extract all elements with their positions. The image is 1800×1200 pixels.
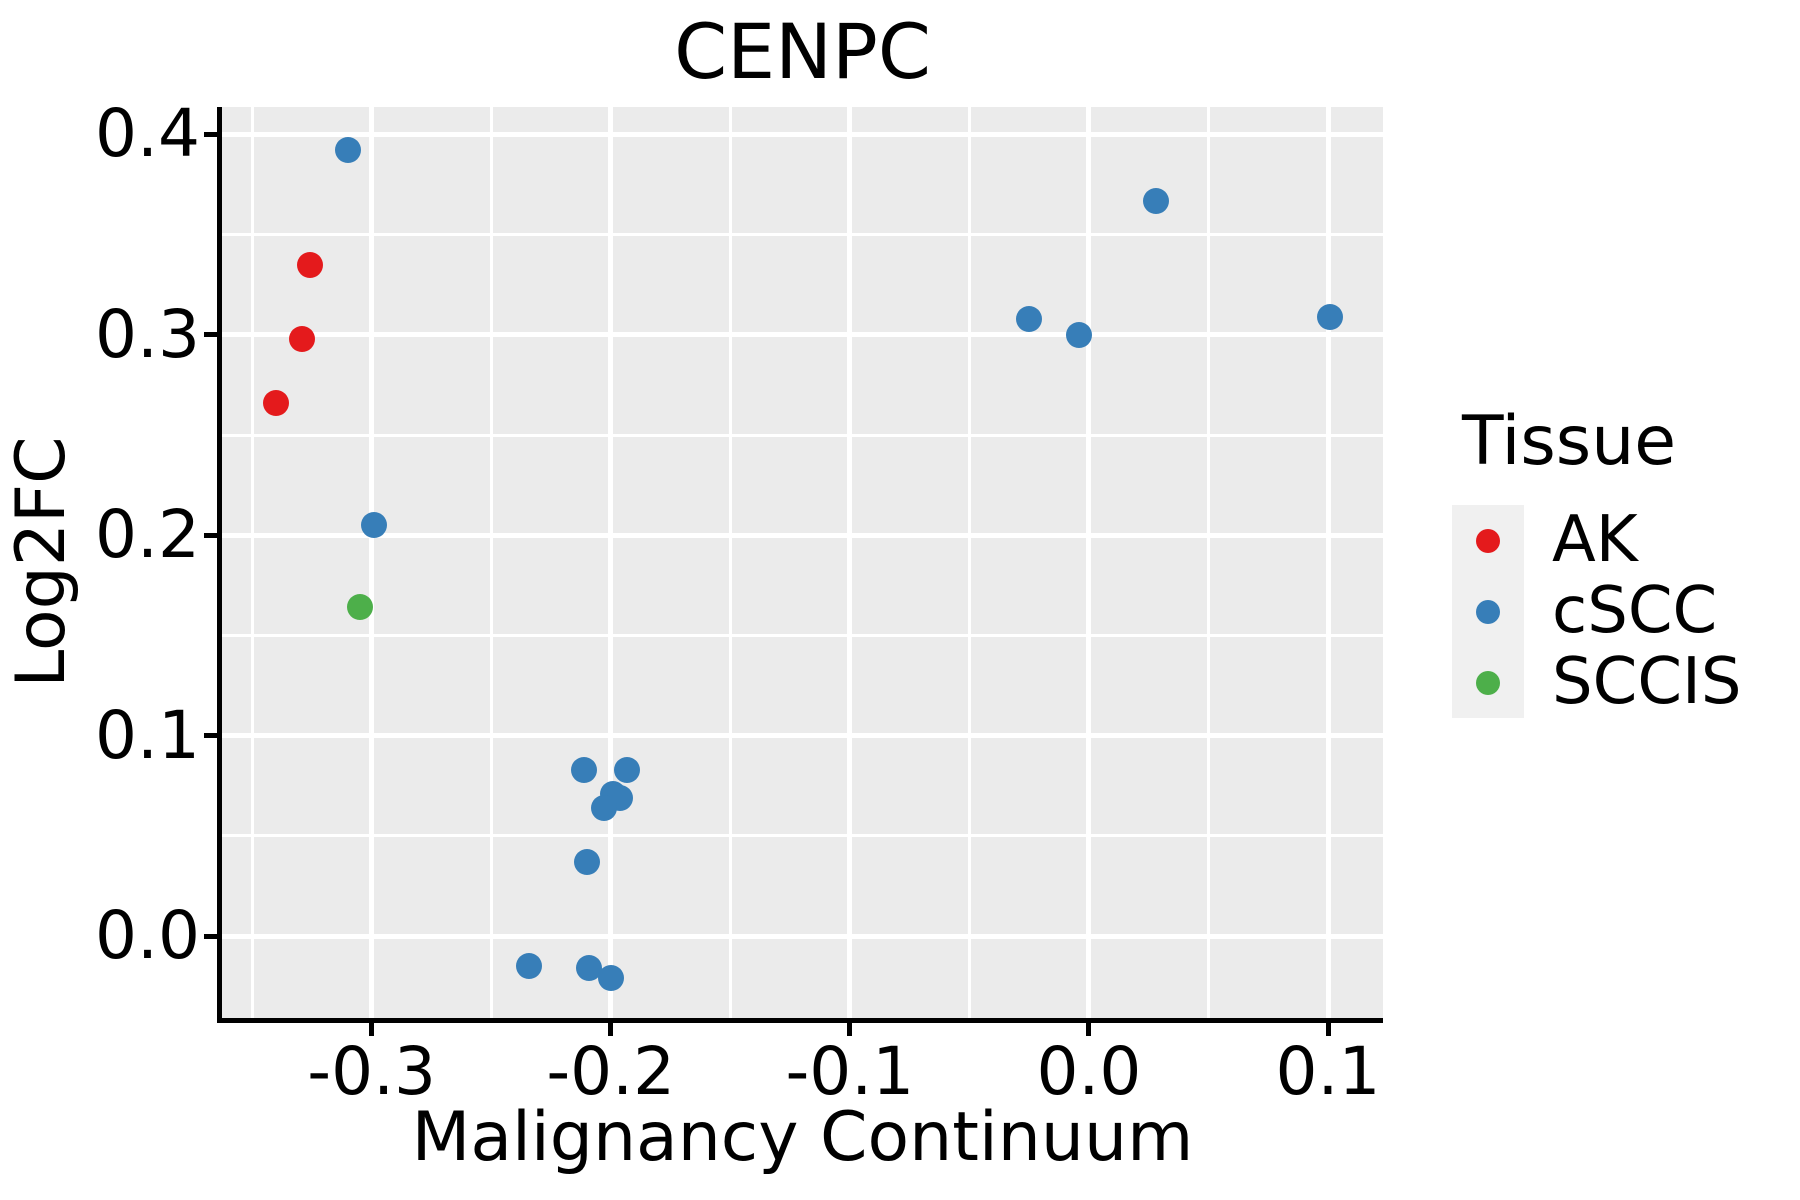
- y-tick-label: 0.2: [95, 496, 200, 574]
- x-tick-mark: [608, 1023, 614, 1036]
- gridline-minor-horizontal: [222, 433, 1383, 437]
- gridline-minor-vertical: [1206, 107, 1210, 1018]
- data-point-cscc: [516, 953, 543, 980]
- plot-panel: [222, 107, 1383, 1018]
- chart-title: CENPC: [674, 7, 931, 96]
- x-tick-label: -0.3: [307, 1033, 437, 1110]
- gridline-major-horizontal: [222, 933, 1383, 939]
- y-tick-mark: [204, 131, 217, 137]
- legend-label-ak: AK: [1552, 503, 1638, 577]
- gridline-major-horizontal: [222, 532, 1383, 538]
- data-point-ak: [263, 389, 290, 416]
- gridline-major-horizontal: [222, 332, 1383, 338]
- legend-dot-sccis: [1476, 670, 1500, 695]
- data-point-cscc: [1066, 321, 1093, 348]
- y-tick-label: 0.4: [95, 95, 200, 173]
- y-tick-label: 0.3: [95, 295, 200, 373]
- y-tick-mark: [204, 933, 217, 939]
- legend-label-cscc: cSCC: [1552, 574, 1718, 648]
- data-point-sccis: [346, 594, 373, 621]
- data-point-cscc: [571, 756, 598, 783]
- x-axis-line: [217, 1018, 1383, 1023]
- data-point-ak: [289, 325, 316, 352]
- y-tick-mark: [204, 733, 217, 739]
- gridline-minor-horizontal: [222, 233, 1383, 237]
- data-point-cscc: [1142, 187, 1169, 214]
- data-point-cscc: [573, 848, 600, 875]
- gridline-major-vertical: [608, 107, 614, 1018]
- gridline-major-horizontal: [222, 733, 1383, 739]
- x-tick-mark: [847, 1023, 853, 1036]
- y-tick-mark: [204, 532, 217, 538]
- gridline-major-vertical: [847, 107, 853, 1018]
- x-tick-label: -0.1: [785, 1033, 915, 1110]
- x-axis-title: Malignancy Continuum: [411, 1098, 1194, 1177]
- x-tick-label: 0.0: [1036, 1033, 1142, 1110]
- data-point-cscc: [597, 965, 624, 992]
- y-axis-line: [217, 107, 222, 1023]
- x-tick-mark: [1325, 1023, 1331, 1036]
- data-point-cscc: [1016, 305, 1043, 332]
- gridline-major-vertical: [1325, 107, 1331, 1018]
- gridline-major-vertical: [1086, 107, 1092, 1018]
- gridline-minor-horizontal: [222, 834, 1383, 838]
- x-tick-label: 0.1: [1275, 1033, 1381, 1110]
- data-point-cscc: [334, 137, 361, 164]
- gridline-minor-vertical: [728, 107, 732, 1018]
- legend-title: Tissue: [1462, 402, 1677, 481]
- gridline-minor-vertical: [250, 107, 254, 1018]
- y-tick-label: 0.0: [95, 897, 200, 975]
- data-point-ak: [296, 251, 323, 278]
- legend-dot-cscc: [1476, 599, 1500, 624]
- legend-dot-ak: [1476, 528, 1500, 553]
- gridline-minor-horizontal: [222, 633, 1383, 637]
- gridline-major-vertical: [369, 107, 375, 1018]
- data-point-cscc: [1317, 303, 1344, 330]
- data-point-cscc: [361, 512, 388, 539]
- gridline-minor-vertical: [489, 107, 493, 1018]
- gridline-major-horizontal: [222, 131, 1383, 137]
- y-tick-mark: [204, 332, 217, 338]
- gridline-minor-vertical: [967, 107, 971, 1018]
- x-tick-mark: [1086, 1023, 1092, 1036]
- y-tick-label: 0.1: [95, 696, 200, 774]
- x-tick-label: -0.2: [546, 1033, 676, 1110]
- x-tick-mark: [369, 1023, 375, 1036]
- legend-label-sccis: SCCIS: [1552, 645, 1742, 719]
- data-point-cscc: [614, 756, 641, 783]
- data-point-cscc: [590, 794, 617, 821]
